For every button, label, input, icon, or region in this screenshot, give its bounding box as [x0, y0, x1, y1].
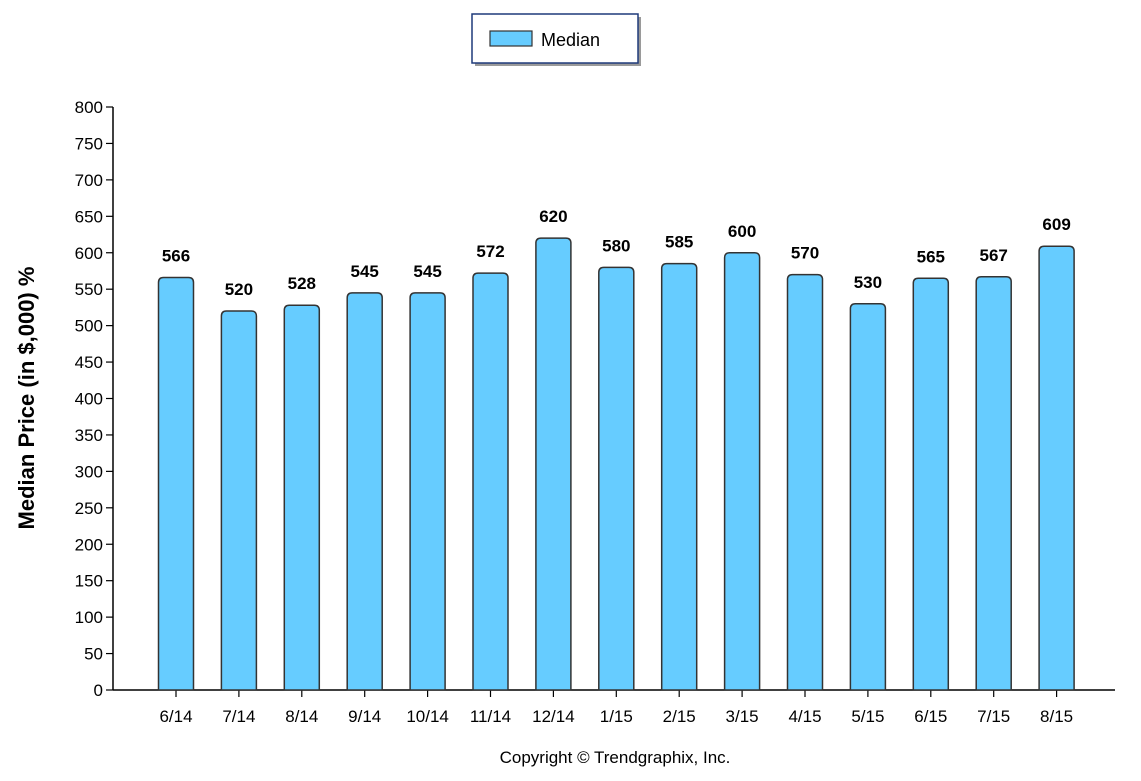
bar-value-label: 520 [225, 280, 253, 299]
bar [598, 266, 635, 691]
bar [283, 304, 321, 691]
bar-value-label: 620 [539, 207, 567, 226]
y-tick-label: 350 [75, 426, 103, 445]
bar-value-label: 528 [288, 274, 316, 293]
y-tick-label: 150 [75, 572, 103, 591]
x-tick-label: 2/15 [663, 707, 696, 726]
x-axis: 6/14 7/14 8/14 9/14 10/14 11/14 12/14 1/15 2/15 3… [113, 689, 1115, 726]
y-tick-label: 250 [75, 499, 103, 518]
x-tick-label: 1/15 [600, 707, 633, 726]
bar [975, 276, 1012, 691]
bar-value-label: 609 [1042, 215, 1070, 234]
y-tick-label: 50 [84, 645, 103, 664]
y-tick-label: 500 [75, 317, 103, 336]
bar-value-label: 565 [917, 247, 945, 266]
bar [409, 292, 446, 691]
bar [472, 272, 509, 691]
bar-value-label: 572 [476, 242, 504, 261]
y-tick-label: 550 [75, 280, 103, 299]
x-tick-label: 11/14 [470, 707, 511, 726]
y-tick-label: 600 [75, 244, 103, 263]
bar [660, 262, 698, 691]
bar-value-label: 545 [413, 262, 441, 281]
x-tick-label: 4/15 [788, 707, 821, 726]
y-axis-title: Median Price (in $,000) % [14, 267, 39, 530]
x-tick-label: 8/14 [285, 707, 318, 726]
x-tick-label: 8/15 [1040, 707, 1073, 726]
x-tick-label: 5/15 [851, 707, 884, 726]
data-labels: 566 520 528 545 545 572 620 580 585 600 570 530 565 5… [162, 207, 1071, 299]
x-tick-label: 12/14 [532, 707, 575, 726]
y-tick-label: 200 [75, 535, 103, 554]
x-tick-label: 3/15 [726, 707, 759, 726]
x-tick-label: 7/15 [977, 707, 1010, 726]
bar [786, 273, 824, 691]
y-tick-label: 0 [94, 681, 103, 700]
bars [157, 237, 1075, 691]
bar-value-label: 566 [162, 247, 190, 266]
bar [723, 252, 761, 691]
bar [1038, 245, 1075, 691]
bar-value-label: 600 [728, 222, 756, 241]
y-tick-label: 300 [75, 462, 103, 481]
bar-value-label: 585 [665, 233, 693, 252]
bar-value-label: 530 [854, 273, 882, 292]
y-tick-label: 700 [75, 171, 103, 190]
bar-value-label: 570 [791, 244, 819, 263]
legend: Median [471, 13, 641, 66]
bar [346, 292, 383, 691]
bar-value-label: 580 [602, 236, 630, 255]
bar [220, 310, 258, 691]
legend-label-median: Median [541, 30, 600, 50]
copyright-text: Copyright © Trendgraphix, Inc. [500, 748, 731, 767]
bar [535, 237, 572, 691]
legend-swatch-median [489, 30, 533, 47]
y-tick-label: 650 [75, 207, 103, 226]
y-tick-label: 100 [75, 608, 103, 627]
y-tick-label: 750 [75, 134, 103, 153]
x-tick-label: 6/15 [914, 707, 947, 726]
x-tick-label: 10/14 [406, 707, 449, 726]
x-tick-label: 7/14 [222, 707, 255, 726]
bar [912, 277, 950, 691]
bar-value-label: 567 [980, 246, 1008, 265]
x-tick-label: 6/14 [159, 707, 192, 726]
bar [157, 276, 195, 691]
bar [849, 303, 887, 691]
y-axis: 0 50 100 150 200 250 300 350 400 450 500 550 600 650 7… [75, 98, 114, 700]
y-tick-label: 400 [75, 390, 103, 409]
y-tick-label: 800 [75, 98, 103, 117]
bar-value-label: 545 [351, 262, 379, 281]
y-tick-label: 450 [75, 353, 103, 372]
x-tick-label: 9/14 [348, 707, 381, 726]
